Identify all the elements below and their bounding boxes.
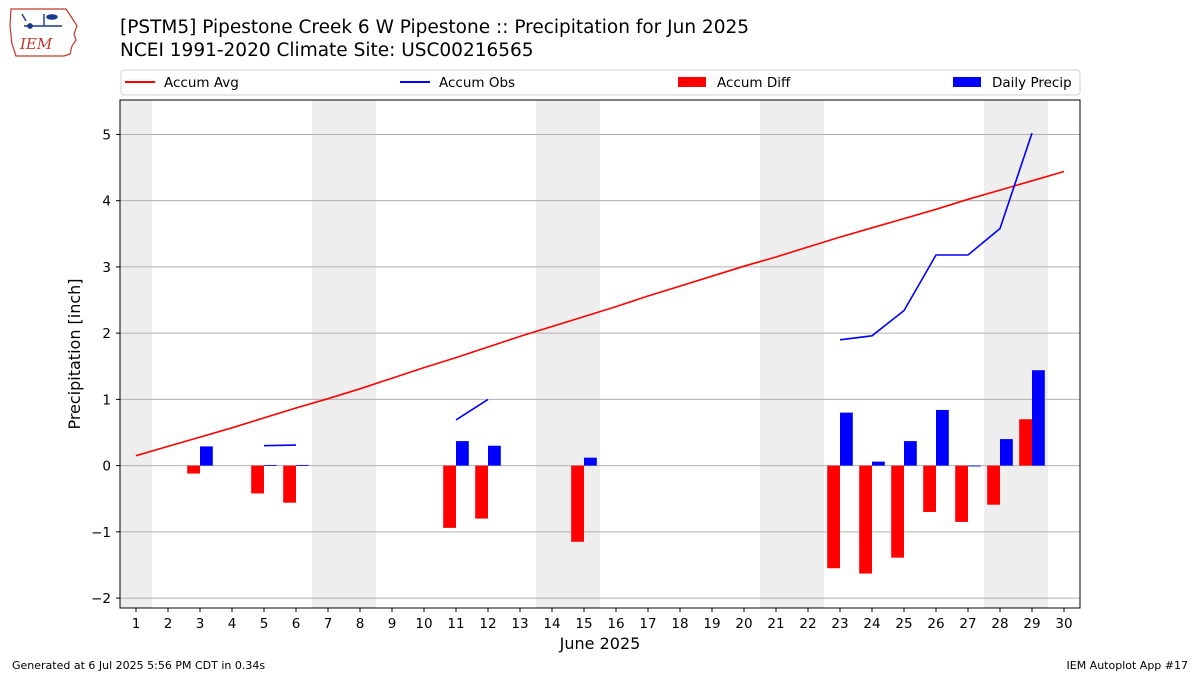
daily-precip-bar bbox=[968, 465, 981, 467]
x-tick-label: 11 bbox=[447, 616, 464, 632]
generated-timestamp: Generated at 6 Jul 2025 5:56 PM CDT in 0… bbox=[12, 659, 266, 672]
x-tick-label: 29 bbox=[1023, 616, 1040, 632]
x-tick-label: 30 bbox=[1055, 616, 1072, 632]
x-tick-label: 25 bbox=[895, 616, 912, 632]
x-tick-label: 14 bbox=[543, 616, 560, 632]
app-credit: IEM Autoplot App #17 bbox=[1066, 659, 1189, 672]
x-tick-label: 18 bbox=[671, 616, 688, 632]
accum-diff-bar bbox=[955, 465, 968, 522]
daily-precip-bar bbox=[488, 445, 501, 466]
legend-box bbox=[120, 69, 1081, 96]
accum-avg-line bbox=[135, 170, 1065, 457]
daily-precip-bar bbox=[456, 441, 469, 466]
x-tick-label: 26 bbox=[927, 616, 944, 632]
accum-diff-bar bbox=[827, 465, 840, 569]
accum-diff-bar bbox=[251, 465, 264, 494]
accum-obs-line bbox=[839, 132, 1033, 341]
plot-frame bbox=[119, 99, 1081, 609]
x-tick-label: 5 bbox=[260, 616, 269, 632]
iowa-outline-icon bbox=[9, 8, 78, 57]
y-tick-label: −1 bbox=[91, 525, 111, 541]
x-tick-label: 16 bbox=[607, 616, 624, 632]
legend-label: Accum Obs bbox=[439, 75, 515, 91]
legend-swatch-bar bbox=[678, 77, 706, 87]
legend-swatch-bar bbox=[953, 77, 981, 87]
weekend-band bbox=[536, 100, 600, 608]
y-axis-label: Precipitation [inch] bbox=[65, 278, 84, 429]
x-tick-label: 3 bbox=[196, 616, 205, 632]
accum-diff-bar bbox=[1019, 419, 1032, 466]
x-tick-label: 19 bbox=[703, 616, 720, 632]
daily-precip-bar bbox=[840, 412, 853, 466]
accum-obs-line bbox=[263, 444, 297, 447]
x-tick-label: 12 bbox=[479, 616, 496, 632]
daily-precip-bar bbox=[1032, 370, 1045, 466]
weekend-band bbox=[312, 100, 376, 608]
daily-precip-bar bbox=[936, 409, 949, 466]
daily-precip-bar bbox=[200, 446, 213, 466]
accum-diff-bar bbox=[283, 465, 296, 503]
accum-diff-bar bbox=[443, 465, 456, 528]
x-tick-label: 4 bbox=[228, 616, 237, 632]
y-tick-label: −2 bbox=[91, 591, 111, 607]
accum-diff-bar bbox=[475, 465, 488, 519]
weekend-band bbox=[760, 100, 824, 608]
y-tick-label: 5 bbox=[102, 127, 111, 143]
y-tick-label: 0 bbox=[102, 459, 111, 475]
x-tick-label: 9 bbox=[388, 616, 397, 632]
x-tick-label: 6 bbox=[292, 616, 301, 632]
x-tick-label: 10 bbox=[415, 616, 432, 632]
x-tick-label: 28 bbox=[991, 616, 1008, 632]
y-tick-label: 1 bbox=[102, 392, 111, 408]
accum-diff-bar bbox=[891, 465, 904, 558]
legend-label: Accum Avg bbox=[164, 75, 239, 91]
x-tick-label: 23 bbox=[831, 616, 848, 632]
accum-diff-bar bbox=[187, 465, 200, 474]
x-tick-label: 17 bbox=[639, 616, 656, 632]
daily-precip-bar bbox=[264, 464, 277, 466]
x-axis-label: June 2025 bbox=[559, 634, 641, 653]
y-tick-label: 2 bbox=[102, 326, 111, 342]
x-tick-label: 8 bbox=[356, 616, 365, 632]
legend-label: Daily Precip bbox=[992, 75, 1072, 91]
x-tick-label: 1 bbox=[132, 616, 141, 632]
x-tick-label: 20 bbox=[735, 616, 752, 632]
x-tick-label: 21 bbox=[767, 616, 784, 632]
weekend-band bbox=[984, 100, 1048, 608]
accum-diff-bar bbox=[987, 465, 1000, 505]
y-tick-label: 4 bbox=[102, 194, 111, 210]
chart-title: [PSTM5] Pipestone Creek 6 W Pipestone ::… bbox=[120, 17, 750, 38]
daily-precip-bar bbox=[1000, 439, 1013, 466]
accum-diff-bar bbox=[923, 465, 936, 512]
accum-diff-bar bbox=[571, 465, 584, 542]
daily-precip-bar bbox=[872, 461, 885, 466]
logo-text: IEM bbox=[19, 35, 53, 53]
accum-diff-bar bbox=[859, 465, 872, 574]
y-tick-label: 3 bbox=[102, 260, 111, 276]
daily-precip-bar bbox=[296, 464, 309, 466]
x-tick-label: 2 bbox=[164, 616, 173, 632]
weather-station-icon bbox=[21, 13, 62, 29]
chart-subtitle: NCEI 1991-2020 Climate Site: USC00216565 bbox=[120, 40, 534, 61]
daily-precip-bar bbox=[584, 457, 597, 466]
weekend-band bbox=[120, 100, 152, 608]
x-tick-label: 13 bbox=[511, 616, 528, 632]
accum-obs-line bbox=[455, 398, 489, 421]
x-tick-label: 15 bbox=[575, 616, 592, 632]
x-tick-label: 27 bbox=[959, 616, 976, 632]
legend-label: Accum Diff bbox=[717, 75, 791, 91]
daily-precip-bar bbox=[904, 441, 917, 466]
x-tick-label: 7 bbox=[324, 616, 333, 632]
iem-logo: IEM bbox=[9, 8, 78, 57]
x-tick-label: 22 bbox=[799, 616, 816, 632]
x-tick-label: 24 bbox=[863, 616, 880, 632]
